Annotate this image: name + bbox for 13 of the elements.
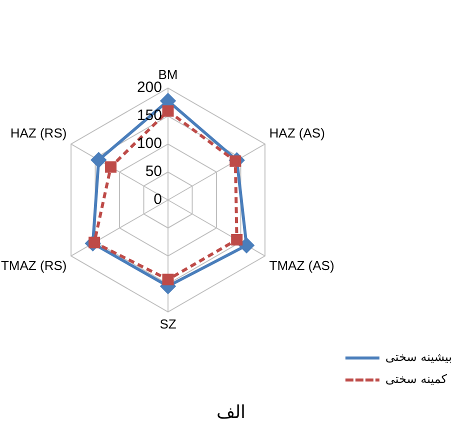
spoke-label: SZ bbox=[160, 316, 176, 332]
legend-label: بیشینه سختی bbox=[385, 350, 452, 364]
spoke-label: TMAZ (RS) bbox=[0, 258, 67, 273]
spoke-label: HAZ (AS) bbox=[269, 125, 325, 140]
y-tick-label: 200 bbox=[136, 79, 162, 96]
spoke-label: HAZ (RS) bbox=[10, 125, 67, 140]
spoke-label: BM bbox=[158, 66, 178, 82]
y-tick-label: 50 bbox=[145, 163, 162, 180]
spoke-label: TMAZ (AS) bbox=[269, 258, 334, 273]
text: الف bbox=[215, 402, 247, 423]
y-tick-label: 0 bbox=[154, 191, 162, 208]
y-tick-label: 100 bbox=[136, 135, 162, 152]
legend-label: کمینه سختی bbox=[385, 372, 448, 386]
